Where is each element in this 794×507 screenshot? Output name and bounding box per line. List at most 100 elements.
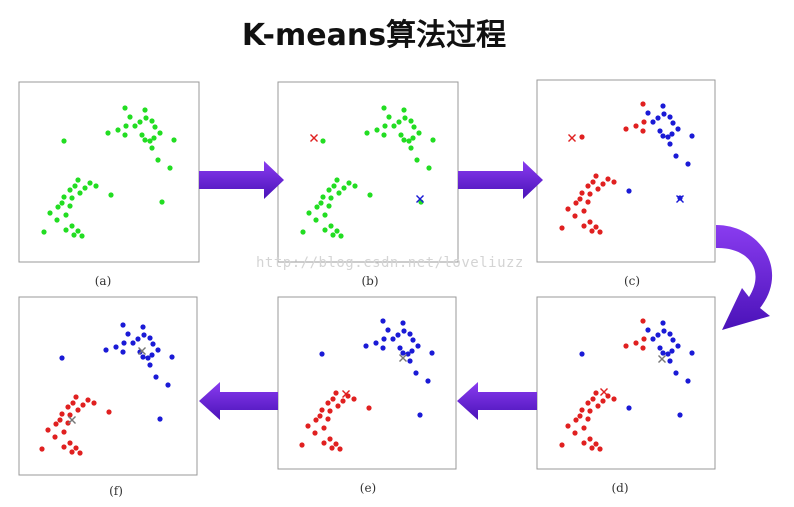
- data-point: [155, 347, 161, 353]
- data-point: [61, 429, 67, 435]
- data-point: [149, 145, 155, 151]
- data-point: [406, 138, 412, 144]
- data-point: [398, 132, 404, 138]
- data-point: [391, 123, 397, 129]
- data-point: [581, 440, 587, 446]
- data-point: [333, 441, 339, 447]
- data-point: [333, 390, 339, 396]
- data-point: [593, 224, 599, 230]
- data-point: [593, 390, 599, 396]
- data-point: [39, 446, 45, 452]
- data-point: [61, 138, 67, 144]
- data-point: [123, 123, 129, 129]
- data-point: [590, 396, 596, 402]
- centroid-marker: [600, 388, 608, 396]
- data-point: [320, 138, 326, 144]
- data-point: [150, 341, 156, 347]
- data-point: [677, 412, 683, 418]
- data-point: [167, 165, 173, 171]
- data-point: [135, 336, 141, 342]
- data-point: [73, 394, 79, 400]
- data-point: [53, 421, 59, 427]
- data-point: [147, 335, 153, 341]
- data-point: [312, 430, 318, 436]
- data-point: [587, 219, 593, 225]
- panel-label-a: (a): [95, 274, 112, 288]
- data-point: [340, 398, 346, 404]
- data-point: [157, 130, 163, 136]
- centroid-marker: [568, 134, 576, 142]
- data-point: [153, 374, 159, 380]
- data-point: [149, 352, 155, 358]
- data-point: [401, 107, 407, 113]
- data-point: [338, 233, 344, 239]
- panel-label-b: (b): [361, 274, 378, 288]
- data-point: [63, 212, 69, 218]
- data-point: [151, 135, 157, 141]
- data-point: [579, 134, 585, 140]
- data-point: [336, 190, 342, 196]
- data-point: [321, 425, 327, 431]
- panel-d-frame: [536, 296, 716, 470]
- data-point: [47, 210, 53, 216]
- data-point: [655, 332, 661, 338]
- data-point: [59, 411, 65, 417]
- data-point: [425, 378, 431, 384]
- data-point: [660, 350, 666, 356]
- data-point: [364, 130, 370, 136]
- data-point: [328, 195, 334, 201]
- data-point: [130, 340, 136, 346]
- data-point: [337, 446, 343, 452]
- data-point: [329, 445, 335, 451]
- data-point: [670, 120, 676, 126]
- data-point: [402, 115, 408, 121]
- data-point: [318, 200, 324, 206]
- data-point: [330, 232, 336, 238]
- panel-label-c: (c): [624, 274, 640, 288]
- data-point: [410, 337, 416, 343]
- data-point: [80, 402, 86, 408]
- data-point: [75, 228, 81, 234]
- data-point: [70, 400, 76, 406]
- panel-e-frame: [277, 296, 457, 470]
- data-point: [579, 407, 585, 413]
- data-point: [633, 123, 639, 129]
- data-point: [149, 118, 155, 124]
- data-point: [132, 123, 138, 129]
- data-point: [313, 417, 319, 423]
- data-point: [321, 440, 327, 446]
- data-point: [319, 351, 325, 357]
- data-point: [59, 200, 65, 206]
- data-point: [52, 434, 58, 440]
- data-point: [409, 348, 415, 354]
- data-point: [67, 440, 73, 446]
- data-point: [77, 190, 83, 196]
- data-point: [677, 195, 683, 201]
- data-point: [65, 404, 71, 410]
- data-point: [572, 213, 578, 219]
- data-point: [45, 427, 51, 433]
- data-point: [341, 185, 347, 191]
- data-point: [75, 407, 81, 413]
- data-point: [669, 348, 675, 354]
- data-point: [590, 179, 596, 185]
- data-point: [645, 110, 651, 116]
- data-point: [139, 132, 145, 138]
- data-point: [640, 345, 646, 351]
- page-title: K-means算法过程: [241, 18, 507, 53]
- panel-b-frame: [277, 81, 459, 263]
- data-point: [322, 212, 328, 218]
- data-point: [611, 396, 617, 402]
- data-point: [326, 203, 332, 209]
- data-point: [108, 192, 114, 198]
- data-point: [77, 450, 83, 456]
- data-point: [589, 445, 595, 451]
- data-point: [67, 203, 73, 209]
- data-point: [141, 332, 147, 338]
- data-point: [313, 217, 319, 223]
- data-point: [335, 403, 341, 409]
- data-point: [85, 397, 91, 403]
- data-point: [120, 349, 126, 355]
- data-point: [367, 192, 373, 198]
